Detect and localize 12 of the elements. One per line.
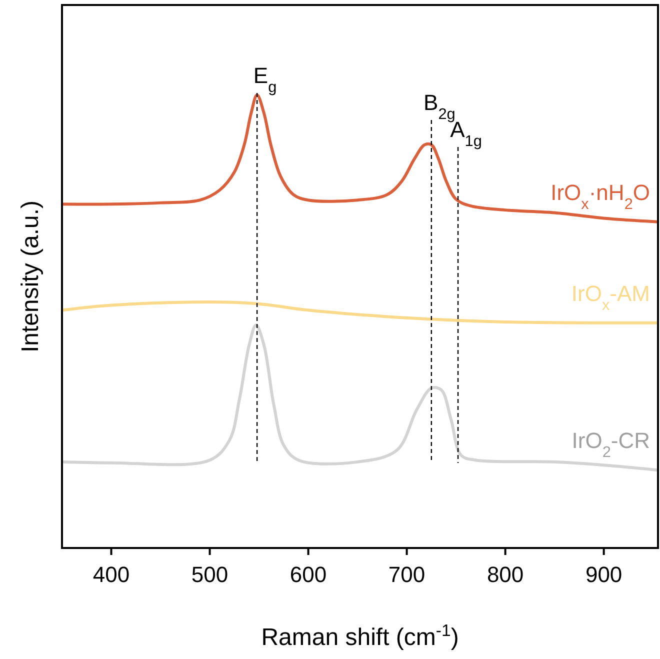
x-tick-label: 500 (191, 562, 228, 587)
series-label: IrO$_{x}$·nH$_{2}$O (550, 180, 650, 212)
x-axis-title: Raman shift (cm$^{-1}$) (261, 620, 459, 651)
x-tick-label: 800 (486, 562, 524, 587)
x-tick-label: 900 (585, 562, 622, 587)
series-label: IrO$_{x}$-AM (571, 280, 650, 314)
series-label: IrO$_{2}$-CR (572, 428, 650, 461)
y-axis-title: Intensity (a.u.) (17, 200, 44, 353)
x-tick-label: 400 (92, 562, 130, 587)
x-tick-label: 700 (388, 562, 426, 587)
ref-line-label: E$_{g}$ (253, 63, 277, 96)
x-tick-label: 600 (290, 562, 327, 587)
